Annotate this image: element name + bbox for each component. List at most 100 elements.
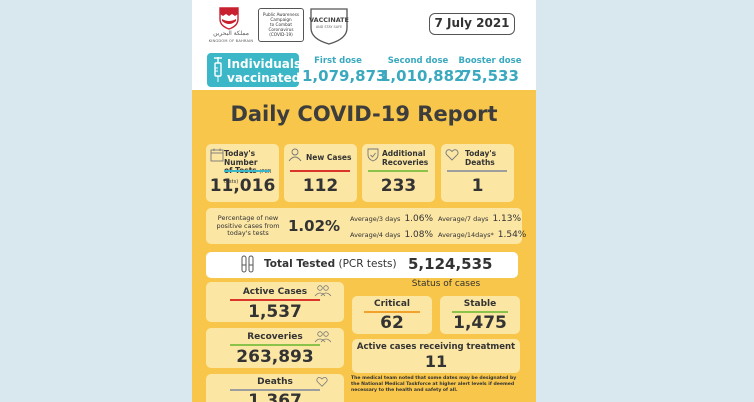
recoveries-value: 233 <box>380 176 417 196</box>
individuals-vaccinated-badge: Individuals vaccinated <box>207 53 302 87</box>
campaign-line: (COVID-19) <box>269 32 293 37</box>
calendar-icon <box>210 148 224 162</box>
bahrain-emblem-icon <box>219 7 239 30</box>
new-cases-card: New Cases 112 <box>284 144 357 202</box>
campaign-logo: Public Awareness Campaign to Combat Coro… <box>258 8 304 42</box>
syringe-icon <box>214 57 222 82</box>
new-cases-underline <box>290 170 350 172</box>
people-icon <box>314 331 332 343</box>
first-dose-label: First dose <box>314 56 362 66</box>
active-cases-underline <box>230 299 320 301</box>
deaths-label-line-2: Deaths <box>465 157 495 167</box>
second-dose-label: Second dose <box>387 56 449 66</box>
total-recoveries-label: Recoveries <box>247 332 303 342</box>
active-cases-label: Active Cases <box>242 287 308 297</box>
critical-card: Critical 62 <box>352 296 432 334</box>
active-cases-card: Active Cases 1,537 <box>206 282 344 322</box>
avg-4-value: 1.08% <box>404 230 434 240</box>
avg-4-label: Average/4 days <box>350 231 401 239</box>
report-date: 7 July 2021 <box>429 13 515 35</box>
avg-4-days: Average/4 days 1.08% <box>350 230 433 240</box>
medical-team-note: The medical team noted that some dates m… <box>351 376 517 393</box>
percentage-value: 1.02% <box>288 217 341 235</box>
tests-label-line-1: Today's Number <box>224 149 258 167</box>
booster-dose: Booster dose 75,533 <box>458 56 522 85</box>
first-dose-value: 1,079,873 <box>302 67 387 85</box>
badge-line-1: Individuals <box>227 57 302 71</box>
positive-percentage-card: Percentage of new positive cases from to… <box>206 208 526 244</box>
status-of-cases-title: Status of cases <box>411 279 481 289</box>
campaign-line: Campaign <box>270 17 292 22</box>
recoveries-label-line-1: Additional <box>382 149 426 158</box>
total-tested-value: 5,124,535 <box>408 255 493 273</box>
avg-7-days: Average/7 days 1.13% <box>438 214 521 224</box>
first-dose: First dose 1,079,873 <box>302 56 387 85</box>
tests-underline <box>224 170 270 172</box>
total-deaths-value: 1,367 <box>248 391 302 402</box>
campaign-line: Public Awareness <box>262 12 300 17</box>
total-recoveries-card: Recoveries 263,893 <box>206 328 344 368</box>
report-title: Daily COVID-19 Report <box>230 102 498 126</box>
kingdom-name-english: KINGDOM OF BAHRAIN <box>208 39 254 43</box>
avg-7-value: 1.13% <box>492 214 522 224</box>
total-tested-label: Total Tested (PCR tests) <box>264 258 397 270</box>
campaign-line: Coronavirus <box>268 27 294 32</box>
total-tested-label-note: (PCR tests) <box>338 258 397 270</box>
recoveries-label-line-2: Recoveries <box>382 157 429 167</box>
recoveries-label: Additional Recoveries <box>382 149 429 167</box>
badge-line-2: vaccinated <box>227 71 301 85</box>
treatment-label: Active cases receiving treatment <box>356 342 516 352</box>
total-recoveries-underline <box>230 344 320 346</box>
heart-icon <box>445 149 459 161</box>
vaccinate-shield: VACCINATE AND STAY SAFE <box>306 6 352 46</box>
second-dose: Second dose 1,010,882 <box>380 56 465 85</box>
avg-14-days: Average/14days* 1.54% <box>438 230 526 240</box>
percentage-label: Percentage of new positive cases from to… <box>216 214 280 237</box>
covid-report-poster: مملكة البحرين KINGDOM OF BAHRAIN Public … <box>192 0 536 402</box>
avg-14-label: Average/14days* <box>438 231 494 239</box>
shield-icon <box>310 8 348 45</box>
deaths-card: Today's Deaths 1 <box>441 144 514 202</box>
total-recoveries-value: 263,893 <box>236 347 314 367</box>
avg-14-value: 1.54% <box>497 230 527 240</box>
new-cases-label: New Cases <box>306 153 352 162</box>
treatment-value: 11 <box>424 352 448 371</box>
total-deaths-label: Deaths <box>257 377 293 387</box>
total-tested-label-main: Total Tested <box>264 258 336 270</box>
total-tested-card: Total Tested (PCR tests) 5,124,535 <box>206 252 518 278</box>
recoveries-card: Additional Recoveries 233 <box>362 144 435 202</box>
second-dose-value: 1,010,882 <box>380 67 465 85</box>
total-deaths-underline <box>230 389 320 391</box>
vaccinate-title: VACCINATE <box>309 16 349 24</box>
people-icon <box>314 285 332 297</box>
vaccination-strip: Individuals vaccinated First dose 1,079,… <box>192 50 536 90</box>
report-header: مملكة البحرين KINGDOM OF BAHRAIN Public … <box>192 0 536 50</box>
active-cases-value: 1,537 <box>248 302 302 322</box>
recovery-shield-icon <box>367 148 379 162</box>
stable-value: 1,475 <box>453 313 507 333</box>
badge-label: Individuals vaccinated <box>227 57 302 85</box>
avg-7-label: Average/7 days <box>438 215 489 223</box>
total-deaths-card: Deaths 1,367 <box>206 374 344 402</box>
tests-card: Today's Number of Tests (PCR tests) 11,0… <box>206 144 279 202</box>
critical-label: Critical <box>373 299 410 309</box>
avg-3-label: Average/3 days <box>350 215 401 223</box>
stable-label: Stable <box>463 299 497 309</box>
stable-card: Stable 1,475 <box>440 296 520 334</box>
recoveries-underline <box>368 170 428 172</box>
critical-value: 62 <box>380 313 404 333</box>
tests-label-note: (PCR tests) <box>224 169 272 185</box>
stable-underline <box>452 311 508 313</box>
heart-icon <box>316 377 328 387</box>
critical-underline <box>364 311 420 313</box>
kingdom-name-arabic: مملكة البحرين <box>213 30 249 37</box>
deaths-underline <box>447 170 507 172</box>
test-tube-icon <box>241 255 254 273</box>
deaths-label: Today's Deaths <box>465 149 496 167</box>
tests-value: 11,016 <box>209 176 276 196</box>
campaign-line: to Combat <box>270 22 292 27</box>
booster-dose-value: 75,533 <box>461 67 519 85</box>
avg-3-days: Average/3 days 1.06% <box>350 214 433 224</box>
treatment-card: Active cases receiving treatment 11 <box>352 339 520 373</box>
booster-dose-label: Booster dose <box>458 56 522 66</box>
